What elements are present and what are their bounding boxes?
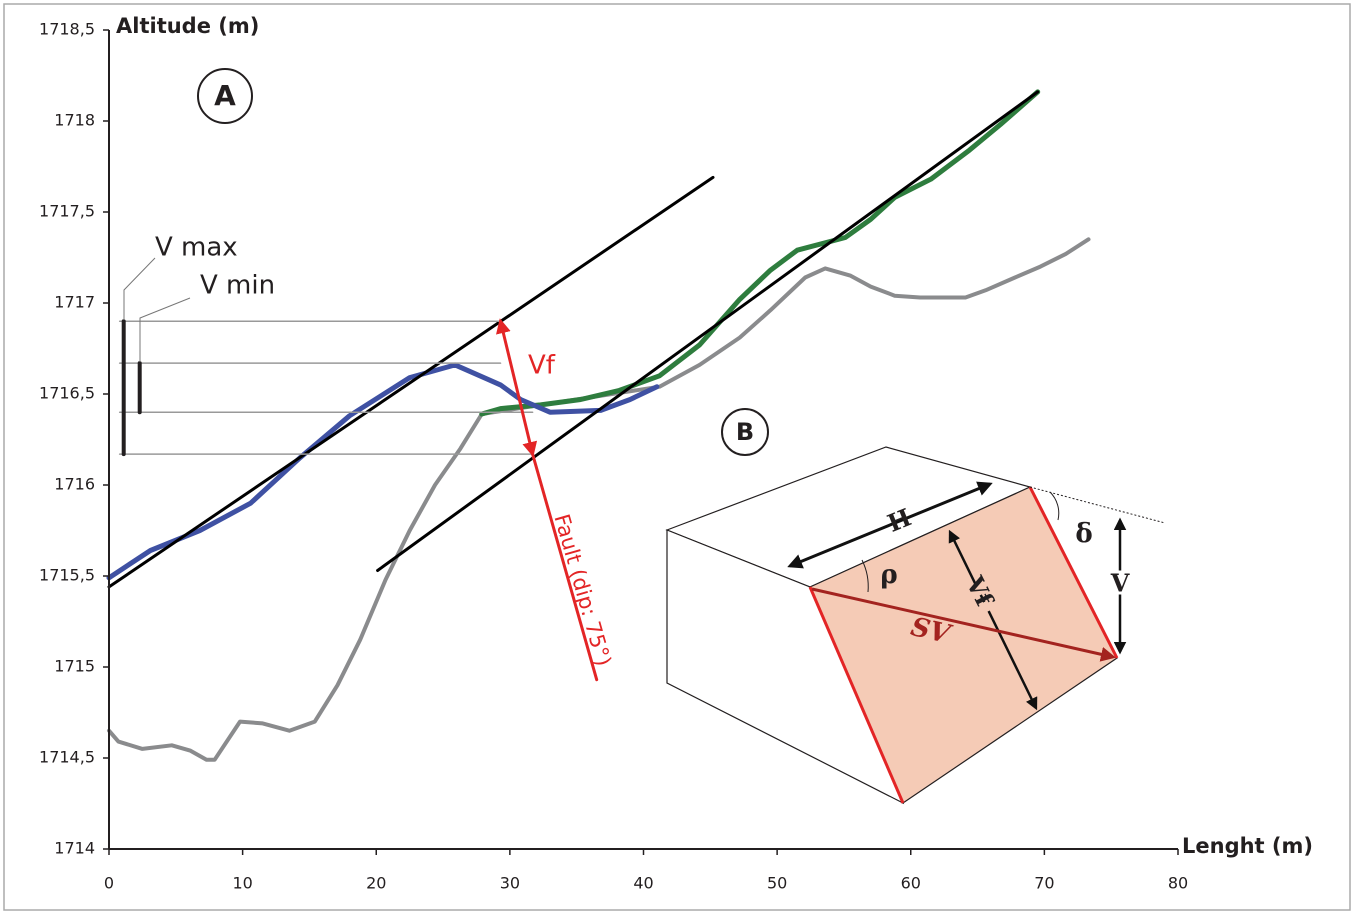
y-tick-label: 1718,5	[39, 20, 95, 39]
x-tick-label: 0	[104, 874, 114, 893]
x-tick-label: 30	[500, 874, 520, 893]
series-line	[106, 362, 660, 581]
reference-line	[1029, 486, 1166, 524]
x-tick-label: 60	[901, 874, 921, 893]
y-axis-title: Altitude (m)	[116, 14, 259, 38]
leader	[123, 257, 156, 320]
h-arrow	[787, 481, 993, 569]
x-axis-title: Lenght (m)	[1182, 834, 1313, 858]
frame	[3, 3, 1351, 911]
inset-label: ρ	[880, 560, 897, 590]
series-line	[107, 175, 715, 589]
series-line	[376, 90, 1040, 572]
fault-label: Fault (dip: 75°)	[549, 511, 615, 668]
y-tick-label: 1715,5	[39, 566, 95, 585]
series-line	[531, 452, 599, 682]
v-max-label: V max	[155, 233, 238, 263]
y-tick-label: 1714,5	[39, 748, 95, 767]
x-tick-label: 10	[232, 874, 252, 893]
fault-edge	[808, 586, 905, 804]
inset-label: V	[1110, 569, 1130, 598]
x-tick-label: 50	[767, 874, 787, 893]
y-tick-label: 1718	[54, 111, 95, 130]
inset-b: B H Vf ρ δ V V SV	[665, 408, 1166, 805]
series-line	[479, 89, 1041, 417]
panel-circle	[197, 68, 253, 124]
panel-label: B	[736, 418, 754, 446]
y-tick-label: 1714	[54, 839, 95, 858]
series-line	[107, 237, 1091, 762]
y-tick-label: 1716,5	[39, 384, 95, 403]
panel-circle	[721, 408, 769, 456]
series-line	[496, 318, 538, 458]
fault-edge	[1028, 486, 1119, 659]
vf-label: Vf	[528, 351, 556, 381]
sv-arrow	[811, 587, 1116, 662]
inset-label: δ	[1075, 519, 1092, 549]
v-min-label: V min	[200, 271, 275, 301]
y-tick-label: 1717	[54, 293, 95, 312]
x-tick-label: 70	[1034, 874, 1054, 893]
y-tick-label: 1717,5	[39, 202, 95, 221]
x-tick-label: 80	[1168, 874, 1188, 893]
x-tick-label: 20	[366, 874, 386, 893]
leader	[139, 297, 191, 362]
plot-area	[106, 89, 1091, 762]
y-tick-label: 1715	[54, 657, 95, 676]
x-tick-label: 40	[633, 874, 653, 893]
y-tick-label: 1716	[54, 475, 95, 494]
vf-arrow	[948, 529, 1038, 711]
panel-label: A	[214, 79, 236, 112]
angle-arc	[1049, 491, 1060, 521]
label-halo: V	[1110, 569, 1130, 598]
